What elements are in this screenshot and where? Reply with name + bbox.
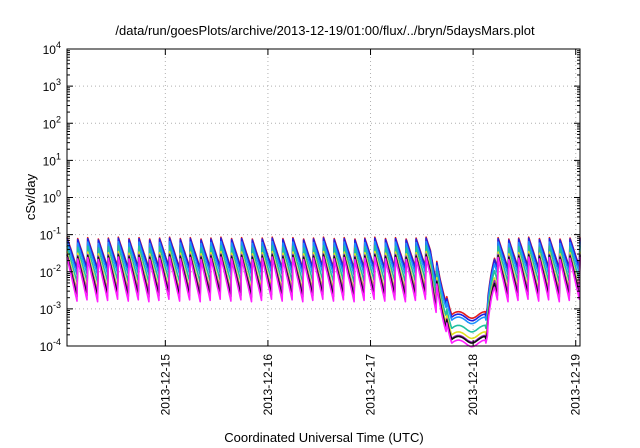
y-tick-label: 100 <box>43 189 61 206</box>
series-line <box>66 256 581 348</box>
y-tick-label: 104 <box>43 40 61 57</box>
y-tick-label: 10-2 <box>40 263 61 280</box>
x-axis: 2013-12-15 2013-12-16 2013-12-17 2013-12-18… <box>158 49 583 416</box>
y-axis-label: cSv/day <box>23 173 38 220</box>
y-tick-label: 10-4 <box>40 337 61 354</box>
x-tick-label: 2013-12-17 <box>364 354 378 416</box>
x-tick-label: 2013-12-15 <box>158 354 172 416</box>
y-tick-label: 101 <box>43 151 61 168</box>
series-line <box>66 237 581 322</box>
chart-title: /data/run/goesPlots/archive/2013-12-19/0… <box>115 23 535 38</box>
x-tick-label: 2013-12-19 <box>569 354 583 416</box>
x-tick-label: 2013-12-16 <box>261 354 275 416</box>
x-tick-label: 2013-12-18 <box>466 354 480 416</box>
y-tick-label: 103 <box>43 77 61 94</box>
y-axis: 10-4 10-3 10-2 10-1 100 101 102 103 104 <box>40 40 580 354</box>
y-tick-label: 102 <box>43 114 61 131</box>
series-layer <box>66 236 581 348</box>
series-line <box>66 240 581 325</box>
y-tick-label: 10-1 <box>40 226 61 243</box>
series-line <box>66 245 581 333</box>
x-axis-label: Coordinated Universal Time (UTC) <box>224 430 423 445</box>
y-tick-label: 10-3 <box>40 300 61 317</box>
